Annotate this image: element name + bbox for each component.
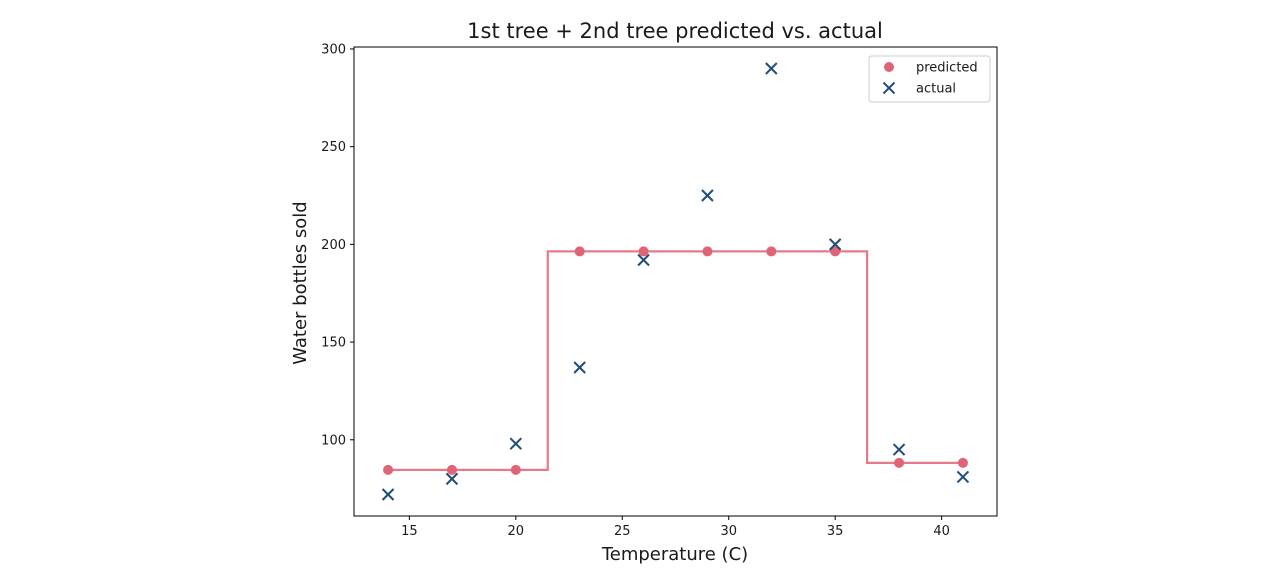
actual-point <box>828 238 842 251</box>
actual-point <box>509 437 523 450</box>
actual-point <box>701 189 714 202</box>
legend: predicted actual <box>868 55 991 103</box>
chart-title: 1st tree + 2nd tree predicted vs. actual <box>467 19 883 43</box>
predicted-point <box>574 246 585 257</box>
y-tick-label: 200 <box>321 238 346 253</box>
legend-marker-predicted <box>884 62 894 72</box>
actual-point <box>956 470 970 484</box>
y-axis-label: Water bottles sold <box>290 201 311 364</box>
predicted-point <box>446 464 457 475</box>
y-tick-label: 100 <box>321 433 346 448</box>
x-tick-label: 20 <box>508 524 525 539</box>
predicted-point <box>638 246 649 257</box>
predicted-point <box>830 246 841 257</box>
predicted-point <box>702 246 713 257</box>
y-tick-label: 250 <box>321 140 346 155</box>
y-tick-label: 150 <box>321 336 346 351</box>
predicted-point <box>766 246 777 257</box>
actual-point <box>637 253 650 267</box>
plot-area: 15 20 25 30 35 40 100 150 200 250 300 <box>321 42 998 539</box>
actual-point <box>573 361 586 374</box>
legend-label: actual <box>916 82 956 97</box>
legend-box <box>868 55 991 103</box>
x-tick-label: 35 <box>827 524 844 539</box>
x-tick-label: 30 <box>720 524 737 539</box>
predicted-point <box>894 457 905 468</box>
actual-point <box>892 443 906 456</box>
predicted-point <box>957 457 968 468</box>
legend-label: predicted <box>916 61 978 76</box>
x-tick-label: 25 <box>614 524 631 539</box>
y-tick-label: 300 <box>321 42 346 57</box>
predicted-point <box>510 464 521 475</box>
prediction-step-line <box>388 250 963 471</box>
actual-point <box>381 488 395 501</box>
actual-point <box>445 472 459 486</box>
legend-marker-actual <box>882 81 896 95</box>
x-tick-label: 15 <box>401 524 418 539</box>
plot-frame <box>353 46 998 517</box>
x-tick-label: 40 <box>933 524 950 539</box>
predicted-point <box>383 464 394 475</box>
x-axis-label: Temperature (C) <box>601 544 748 565</box>
actual-point <box>765 62 778 75</box>
